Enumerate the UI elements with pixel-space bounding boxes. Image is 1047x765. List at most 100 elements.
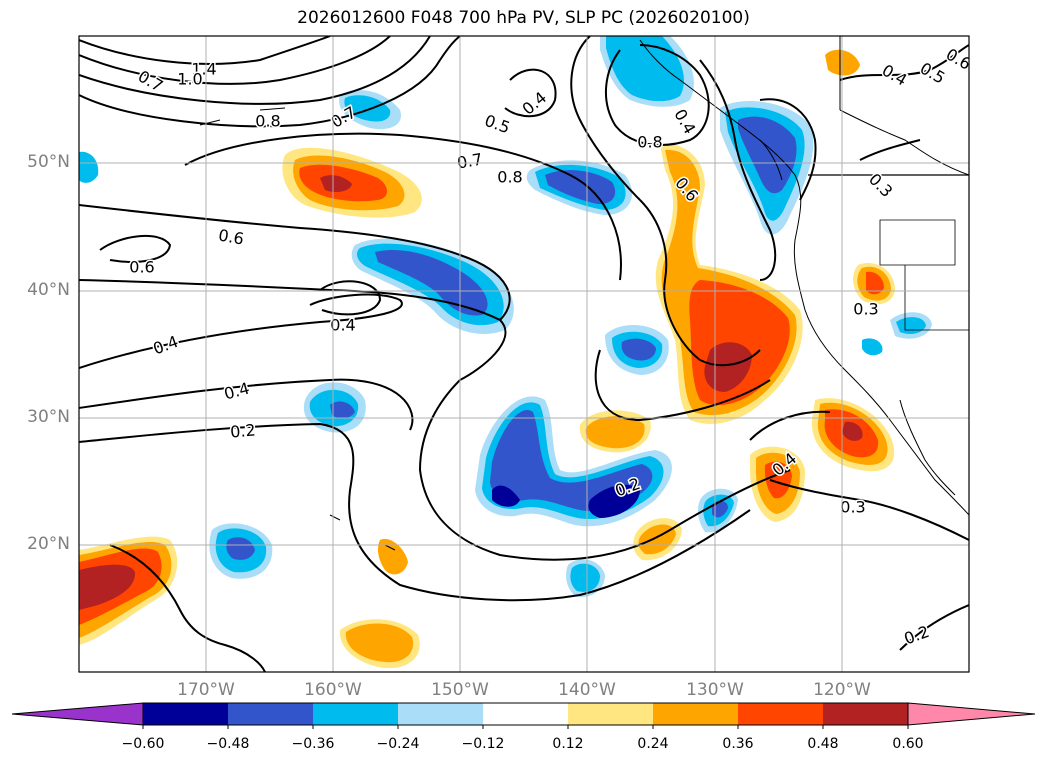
contour-label: 0.5 <box>482 111 512 138</box>
contour-label: 0.4 <box>222 379 252 404</box>
contour-label: 0.3 <box>865 170 896 201</box>
pv-negative-blob <box>738 116 797 194</box>
contour-line <box>79 36 431 105</box>
contour-label: 0.4 <box>150 332 180 359</box>
contour-line <box>570 36 641 201</box>
pv-positive-blob <box>345 623 414 663</box>
contour-line <box>79 422 751 602</box>
pv-negative-blob <box>79 151 99 183</box>
colorbar-swatch <box>653 703 738 725</box>
lon-label-130w: 130°W <box>686 680 744 700</box>
colorbar-swatch <box>483 703 568 725</box>
lon-label-120w: 120°W <box>813 680 871 700</box>
contour-line <box>79 36 391 85</box>
figure-title: 2026012600 F048 700 hPa PV, SLP PC (2026… <box>297 8 750 28</box>
contour-label: 0.8 <box>497 168 522 187</box>
colorbar-tick-label: 0.60 <box>892 736 924 752</box>
pv-negative-blob <box>226 537 255 560</box>
pv-negative-blob <box>344 95 391 122</box>
colorbar-tick-label: 0.24 <box>637 736 669 752</box>
contour-line <box>109 544 266 672</box>
colorbar <box>11 702 1036 729</box>
colorbar-swatch <box>738 703 823 725</box>
pv-negative-blob <box>862 338 883 356</box>
lon-label-140w: 140°W <box>558 680 616 700</box>
colorbar-swatch <box>313 703 398 725</box>
colorbar-tick-label: 0.48 <box>807 736 839 752</box>
contour-line <box>899 604 969 651</box>
pv-positive-blob <box>377 538 408 575</box>
contour-line <box>418 379 791 561</box>
colorbar-tick-label: −0.60 <box>121 736 165 752</box>
pv-negative-blob <box>490 409 653 512</box>
contour-line <box>769 479 969 541</box>
pv-negative-blob <box>330 401 355 419</box>
pv-positive-blob <box>866 271 884 295</box>
pv-positive-blob <box>704 342 752 392</box>
contour-label: 0.8 <box>637 133 662 152</box>
colorbar-swatch <box>568 703 653 725</box>
colorbar-extend-min <box>11 702 144 726</box>
pv-positive-blob <box>842 421 863 441</box>
contour-label: 0.6 <box>217 225 245 248</box>
contour-label: 1.0 <box>177 70 202 89</box>
pv-negative-blob <box>492 485 520 507</box>
colorbar-tick-label: −0.36 <box>291 736 335 752</box>
contour-line <box>99 234 172 263</box>
coastline <box>199 36 969 551</box>
contour-line <box>859 139 921 161</box>
contour-label: 0.2 <box>901 622 931 649</box>
colorbar-swatch <box>143 703 228 725</box>
pv-shading <box>79 36 932 669</box>
pv-negative-blob <box>712 500 728 518</box>
contour-line <box>79 36 461 128</box>
pv-negative-blob <box>606 36 684 102</box>
colorbar-tick-label: −0.24 <box>376 736 420 752</box>
lon-label-150w: 150°W <box>431 680 489 700</box>
contour-line <box>79 36 331 65</box>
lat-label-40n: 40°N <box>27 280 70 300</box>
pv-positive-blob <box>79 564 136 610</box>
colorbar-tick-label: 0.36 <box>722 736 754 752</box>
contour-line <box>504 68 557 118</box>
colorbar-tick-label: −0.12 <box>461 736 505 752</box>
contour-line <box>594 349 771 422</box>
slp-contours <box>79 36 969 672</box>
pv-negative-blob <box>588 484 640 518</box>
pv-positive-blob <box>585 416 645 449</box>
contour-line <box>759 98 817 201</box>
pv-negative-blob <box>375 249 488 316</box>
pv-negative-blob <box>621 338 656 361</box>
contour-line <box>79 204 511 321</box>
colorbar-tick-label: 0.12 <box>552 736 584 752</box>
lat-label-20n: 20°N <box>27 534 70 554</box>
gridlines <box>79 36 969 672</box>
contour-label: 0.4 <box>330 316 355 335</box>
contour-label: 0.4 <box>879 61 911 90</box>
colorbar-swatch <box>398 703 483 725</box>
colorbar-swatch <box>823 703 908 725</box>
pv-positive-blob <box>320 175 352 192</box>
contour-label: 0.2 <box>229 420 256 441</box>
contour-label: 0.4 <box>670 106 699 138</box>
contour-line <box>699 59 777 281</box>
lat-label-30n: 30°N <box>27 407 70 427</box>
contour-line <box>319 280 382 316</box>
contour-label: 0.3 <box>853 300 878 319</box>
lat-label-50n: 50°N <box>27 152 70 172</box>
contour-label: 0.3 <box>840 498 865 517</box>
contour-label: 1.4 <box>191 60 216 79</box>
colorbar-extend-max <box>907 702 1036 726</box>
contour-label: 0.8 <box>255 112 280 131</box>
contour-line <box>839 44 969 81</box>
lon-label-170w: 170°W <box>177 680 235 700</box>
contour-label: 0.6 <box>129 258 154 277</box>
contour-line <box>639 199 761 367</box>
contour-label: 0.4 <box>519 88 551 119</box>
colorbar-frame <box>142 702 909 726</box>
contour-line <box>79 378 414 431</box>
map-content: 1.41.00.70.8 0.7 0.50.40.70.80.80.60.60.60… <box>79 36 969 672</box>
colorbar-tick-label: −0.48 <box>206 736 250 752</box>
contour-line <box>79 279 507 381</box>
